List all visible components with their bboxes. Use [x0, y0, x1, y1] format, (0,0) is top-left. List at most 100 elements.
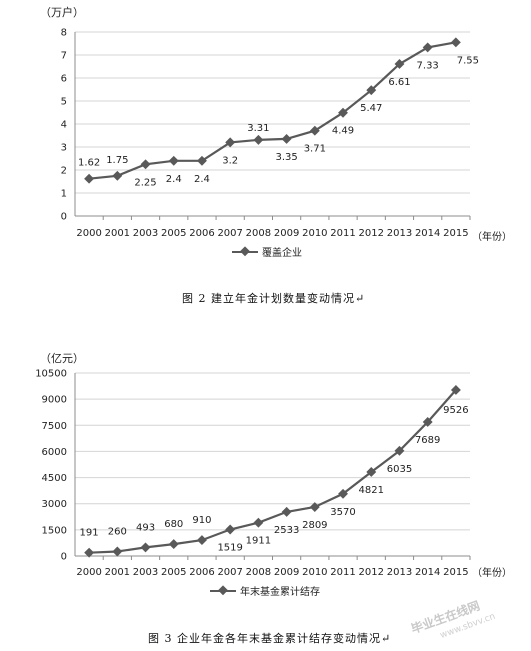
x-tick-label: 2012: [359, 567, 384, 578]
chart-2-legend-marker: [240, 246, 250, 257]
data-point: [450, 385, 461, 395]
chart-2-data-labels: 1.62 1.75 2.25 2.4 2.4 3.2 3.31 3.35 3.71 4.49 5.4…: [78, 55, 479, 188]
y-tick-label: 9000: [42, 395, 67, 406]
y-tick-label: 7500: [42, 421, 67, 432]
chart-3: （亿元） 0 1500 3000 4500 6000 7500 9000 10500 2000…: [35, 352, 512, 645]
y-tick-label: 3: [61, 143, 67, 154]
x-tick-label: 2006: [189, 567, 214, 578]
x-tick-label: 2014: [415, 567, 440, 578]
data-label: 6.61: [388, 77, 410, 88]
data-label: 2.4: [166, 174, 182, 185]
data-label: 3.2: [222, 155, 238, 166]
x-tick-label: 2008: [246, 567, 271, 578]
data-label: 680: [164, 519, 183, 530]
data-label: 910: [192, 515, 211, 526]
data-point: [84, 173, 95, 184]
data-point: [140, 159, 151, 170]
chart-3-caption: 图 3 企业年金各年末基金累计结存变动情况↵: [148, 631, 391, 645]
x-tick-label: 2003: [133, 567, 158, 578]
data-point: [112, 546, 123, 557]
watermark: 毕业生在线网 www.sbvv.cn: [409, 598, 497, 641]
data-point: [450, 37, 461, 48]
data-point: [197, 155, 207, 166]
x-tick-label: 2013: [387, 228, 412, 239]
data-label: 3570: [330, 507, 355, 518]
x-tick-label: 2003: [133, 228, 158, 239]
data-label: 3.35: [275, 152, 297, 163]
x-tick-label: 2011: [330, 228, 355, 239]
data-label: 1911: [246, 536, 271, 547]
data-point: [140, 542, 151, 553]
x-tick-label: 2010: [302, 228, 327, 239]
data-label: 3.71: [304, 144, 326, 155]
data-label: 191: [80, 528, 99, 539]
data-label: 2809: [302, 520, 327, 531]
y-tick-label: 2: [61, 166, 67, 177]
x-tick-label: 2001: [105, 567, 130, 578]
x-tick-label: 2009: [274, 567, 299, 578]
data-point: [281, 133, 292, 144]
data-point: [394, 445, 405, 456]
y-tick-label: 6: [61, 74, 67, 85]
data-label: 4821: [359, 485, 384, 496]
data-label: 4.49: [332, 126, 354, 137]
data-point: [168, 155, 179, 166]
data-point: [366, 85, 377, 96]
x-tick-label: 2006: [189, 228, 214, 239]
x-tick-label: 2010: [302, 567, 327, 578]
y-tick-label: 8: [61, 28, 67, 39]
x-tick-label: 2015: [443, 228, 468, 239]
data-point: [253, 134, 264, 145]
chart-3-x-unit: （年份）: [472, 566, 512, 579]
data-label: 7.33: [417, 60, 439, 71]
x-tick-label: 2000: [76, 567, 101, 578]
x-tick-label: 2005: [161, 567, 186, 578]
data-label: 1.75: [106, 155, 128, 166]
chart-2-points: [84, 37, 461, 184]
data-point: [253, 517, 264, 528]
y-tick-label: 0: [61, 552, 67, 563]
chart-2-x-unit: （年份）: [472, 230, 512, 243]
data-label: 7.55: [457, 55, 479, 66]
y-tick-label: 4500: [42, 473, 67, 484]
y-tick-label: 0: [61, 212, 67, 223]
data-label: 6035: [387, 464, 412, 475]
chart-2-caption: 图 2 建立年金计划数量变动情况↵: [182, 291, 365, 305]
chart-3-unit-label: （亿元）: [40, 352, 84, 365]
chart-2-legend: 覆盖企业: [232, 246, 302, 259]
data-label: 1519: [217, 543, 242, 554]
y-tick-label: 6000: [42, 447, 67, 458]
x-tick-label: 2001: [105, 228, 130, 239]
data-point: [309, 502, 320, 512]
y-tick-label: 5: [61, 97, 67, 108]
y-tick-label: 3000: [42, 499, 67, 510]
x-tick-label: 2009: [274, 228, 299, 239]
chart-3-legend-marker: [218, 585, 228, 596]
data-label: 1.62: [78, 158, 100, 169]
data-point: [196, 535, 207, 546]
chart-2-series-line: [88, 41, 457, 180]
data-point: [168, 539, 179, 550]
data-point: [422, 417, 433, 427]
chart-3-y-tick-labels: 0 1500 3000 4500 6000 7500 9000 10500: [35, 369, 67, 563]
x-tick-label: 2013: [387, 567, 412, 578]
y-tick-label: 1500: [42, 525, 67, 536]
y-tick-label: 4: [61, 120, 67, 131]
x-tick-label: 2015: [443, 567, 468, 578]
chart-2-unit-label: （万户）: [40, 5, 84, 19]
data-label: 2.4: [194, 174, 210, 185]
y-tick-label: 7: [61, 51, 67, 62]
data-label: 2533: [274, 525, 299, 536]
data-label: 5.47: [360, 103, 382, 114]
chart-3-series-line: [89, 389, 457, 554]
x-tick-label: 2012: [359, 228, 384, 239]
y-tick-label: 1: [61, 189, 67, 200]
y-tick-label: 10500: [35, 369, 67, 380]
data-point: [366, 466, 377, 477]
chart-2-y-tick-labels: 0 1 2 3 4 5 6 7 8: [61, 28, 67, 223]
data-point: [281, 506, 292, 517]
chart-3-legend: 年末基金累计结存: [210, 585, 320, 598]
